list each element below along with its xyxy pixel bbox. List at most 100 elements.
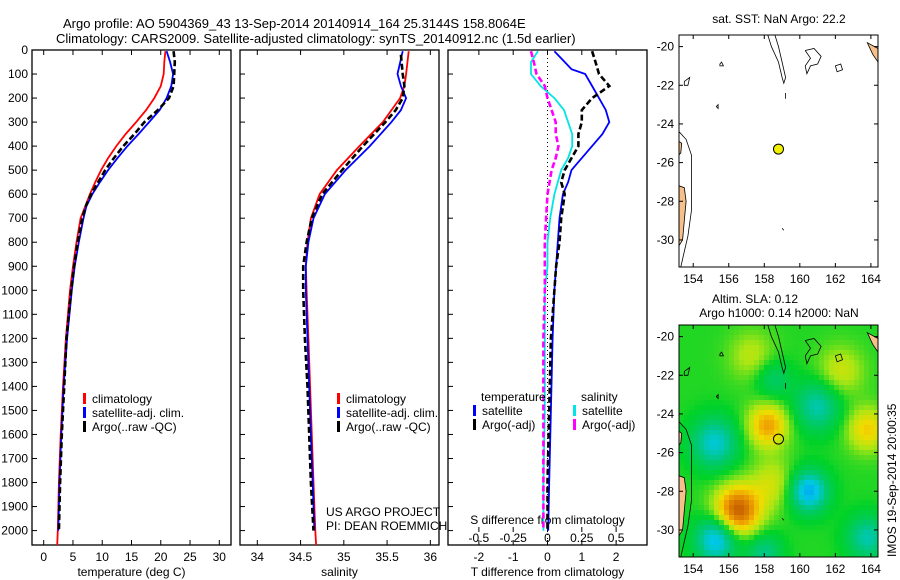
sla-cell [739,335,745,341]
sla-cell [769,420,775,426]
sla-cell [859,450,865,456]
sla-cell [724,535,730,541]
sla-cell [864,540,870,546]
sla-cell [709,365,715,371]
sla-cell [714,510,720,516]
sla-cell [744,335,750,341]
sla-cell [784,370,790,376]
sla-cell [759,500,765,506]
fraser-island [679,140,683,156]
sla-cell [809,405,815,411]
sla-cell [799,475,805,481]
sla-cell [779,410,785,416]
sla-cell [704,350,710,356]
x-tick-label: 164 [861,562,881,576]
sla-cell [699,425,705,431]
sla-cell [769,430,775,436]
sla-cell [809,380,815,386]
sla-cell [784,555,790,557]
sla-cell [754,515,760,521]
sla-cell [854,480,860,486]
sla-cell [774,390,780,396]
sla-cell [719,445,725,451]
sla-cell [819,405,825,411]
sla-cell [819,465,825,471]
sla-cell [764,440,770,446]
sla-cell [744,390,750,396]
sla-cell [759,485,765,491]
sla-cell [699,535,705,541]
sla-cell [874,555,878,557]
sla-cell [754,525,760,531]
sla-cell [759,435,765,441]
y-tick-label: 300 [8,115,28,129]
sla-cell [804,430,810,436]
sla-cell [769,475,775,481]
sla-cell [739,445,745,451]
legend-entry: climatology [92,392,152,406]
sla-cell [714,540,720,546]
sla-cell [824,445,830,451]
sla-cell [784,410,790,416]
sla-cell [769,535,775,541]
sla-cell [719,455,725,461]
sla-cell [714,500,720,506]
sla-cell [759,400,765,406]
sla-cell [789,545,795,551]
sla-cell [844,505,850,511]
sla-cell [759,395,765,401]
sla-cell [859,545,865,551]
sla-cell [864,335,870,341]
sla-cell [749,370,755,376]
sla-cell [699,495,705,501]
sla-cell [854,375,860,381]
sla-cell [784,335,790,341]
sla-cell [859,500,865,506]
sla-cell [819,500,825,506]
sla-cell [704,500,710,506]
sla-cell [874,385,878,391]
sla-cell [759,330,765,336]
sla-cell [849,390,855,396]
sla-cell [694,495,700,501]
s-tick-label: -0.5 [469,531,490,545]
sst-map-panel: 154 156 158 160 162 164-20-22-24-26-28-30sat.… [657,12,882,286]
sla-cell [789,505,795,511]
sla-cell [774,465,780,471]
sla-cell [719,420,725,426]
sla-cell [784,480,790,486]
sla-cell [694,545,700,551]
sla-cell [864,470,870,476]
sla-cell [849,555,855,557]
sla-cell [739,470,745,476]
sla-cell [764,535,770,541]
sla-cell [864,455,870,461]
sla-cell [694,510,700,516]
sla-cell [794,455,800,461]
sla-cell [679,460,685,466]
sla-cell [699,515,705,521]
sla-cell [824,385,830,391]
sla-cell [739,535,745,541]
sla-cell [764,365,770,371]
sla-cell [824,395,830,401]
sla-cell [799,455,805,461]
sla-cell [714,400,720,406]
sla-cell [714,385,720,391]
x-tick-label: 154 [683,562,703,576]
legend-entry: satellite-adj. clim. [346,406,438,420]
sla-cell [679,370,685,376]
sla-cell [839,525,845,531]
sla-cell [679,365,685,371]
legend-entry: satellite [482,404,523,418]
sla-cell [794,515,800,521]
sla-cell [814,325,820,331]
sla-cell [859,435,865,441]
sla-cell [864,355,870,361]
sla-cell [719,475,725,481]
sla-cell [739,330,745,336]
sla-cell [784,445,790,451]
sla-cell [699,525,705,531]
sla-cell [729,415,735,421]
sla-cell [774,515,780,521]
